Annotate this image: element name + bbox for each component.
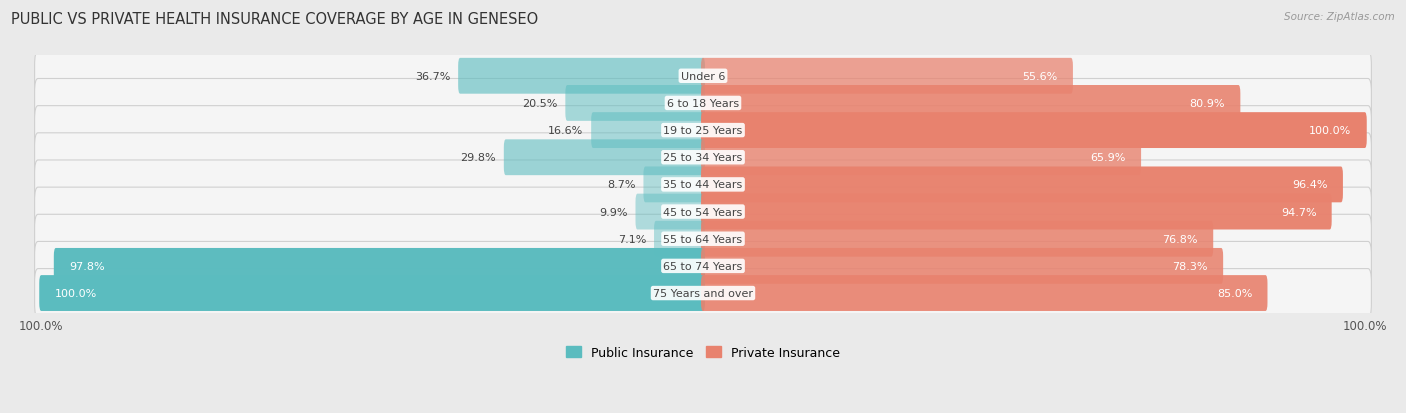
Text: 97.8%: 97.8%	[69, 261, 104, 271]
FancyBboxPatch shape	[53, 248, 704, 284]
Text: 65 to 74 Years: 65 to 74 Years	[664, 261, 742, 271]
FancyBboxPatch shape	[35, 188, 1371, 236]
Text: 7.1%: 7.1%	[617, 234, 647, 244]
FancyBboxPatch shape	[644, 167, 704, 203]
Text: 55.6%: 55.6%	[1022, 71, 1057, 82]
Text: PUBLIC VS PRIVATE HEALTH INSURANCE COVERAGE BY AGE IN GENESEO: PUBLIC VS PRIVATE HEALTH INSURANCE COVER…	[11, 12, 538, 27]
FancyBboxPatch shape	[702, 167, 1343, 203]
Text: Source: ZipAtlas.com: Source: ZipAtlas.com	[1284, 12, 1395, 22]
FancyBboxPatch shape	[636, 194, 704, 230]
FancyBboxPatch shape	[654, 221, 704, 257]
FancyBboxPatch shape	[702, 248, 1223, 284]
Text: 9.9%: 9.9%	[599, 207, 627, 217]
Legend: Public Insurance, Private Insurance: Public Insurance, Private Insurance	[561, 341, 845, 364]
FancyBboxPatch shape	[503, 140, 704, 176]
Text: Under 6: Under 6	[681, 71, 725, 82]
FancyBboxPatch shape	[702, 113, 1367, 149]
FancyBboxPatch shape	[39, 275, 704, 311]
Text: 65.9%: 65.9%	[1091, 153, 1126, 163]
Text: 29.8%: 29.8%	[460, 153, 496, 163]
Text: 96.4%: 96.4%	[1292, 180, 1327, 190]
FancyBboxPatch shape	[35, 215, 1371, 263]
FancyBboxPatch shape	[35, 269, 1371, 318]
FancyBboxPatch shape	[702, 275, 1267, 311]
FancyBboxPatch shape	[702, 194, 1331, 230]
FancyBboxPatch shape	[458, 59, 704, 95]
FancyBboxPatch shape	[35, 161, 1371, 209]
FancyBboxPatch shape	[702, 59, 1073, 95]
Text: 35 to 44 Years: 35 to 44 Years	[664, 180, 742, 190]
Text: 6 to 18 Years: 6 to 18 Years	[666, 99, 740, 109]
FancyBboxPatch shape	[591, 113, 704, 149]
Text: 100.0%: 100.0%	[1309, 126, 1351, 136]
FancyBboxPatch shape	[702, 86, 1240, 121]
Text: 100.0%: 100.0%	[55, 288, 97, 298]
Text: 94.7%: 94.7%	[1281, 207, 1316, 217]
Text: 80.9%: 80.9%	[1189, 99, 1225, 109]
Text: 16.6%: 16.6%	[548, 126, 583, 136]
Text: 76.8%: 76.8%	[1163, 234, 1198, 244]
Text: 19 to 25 Years: 19 to 25 Years	[664, 126, 742, 136]
FancyBboxPatch shape	[565, 86, 704, 121]
Text: 85.0%: 85.0%	[1216, 288, 1253, 298]
FancyBboxPatch shape	[35, 79, 1371, 128]
Text: 75 Years and over: 75 Years and over	[652, 288, 754, 298]
FancyBboxPatch shape	[35, 107, 1371, 155]
FancyBboxPatch shape	[702, 221, 1213, 257]
Text: 78.3%: 78.3%	[1173, 261, 1208, 271]
Text: 55 to 64 Years: 55 to 64 Years	[664, 234, 742, 244]
FancyBboxPatch shape	[35, 242, 1371, 291]
Text: 8.7%: 8.7%	[607, 180, 636, 190]
Text: 36.7%: 36.7%	[415, 71, 450, 82]
Text: 25 to 34 Years: 25 to 34 Years	[664, 153, 742, 163]
Text: 20.5%: 20.5%	[522, 99, 557, 109]
FancyBboxPatch shape	[35, 133, 1371, 182]
FancyBboxPatch shape	[702, 140, 1142, 176]
FancyBboxPatch shape	[35, 52, 1371, 101]
Text: 45 to 54 Years: 45 to 54 Years	[664, 207, 742, 217]
